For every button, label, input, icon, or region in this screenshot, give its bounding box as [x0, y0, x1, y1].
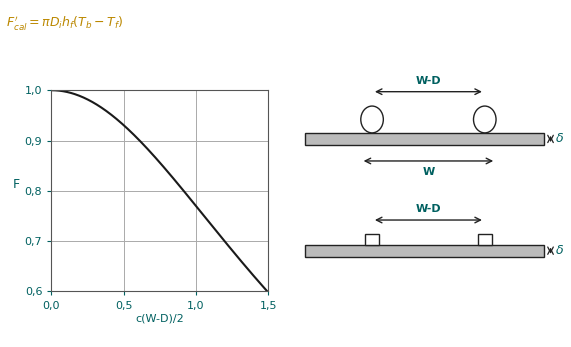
Bar [365, 234, 379, 245]
Circle shape [361, 106, 383, 133]
Bar [478, 234, 492, 245]
Text: W-D: W-D [416, 76, 441, 86]
Bar [305, 245, 544, 257]
Text: $\delta$: $\delta$ [554, 133, 564, 145]
Text: $\delta$: $\delta$ [554, 244, 564, 257]
Text: $\mathit{F}^{\prime}_{cal} = \pi D_i h_f (T_b - T_f)$: $\mathit{F}^{\prime}_{cal} = \pi D_i h_f… [6, 15, 123, 33]
X-axis label: c(W-D)/2: c(W-D)/2 [135, 313, 184, 323]
Y-axis label: F: F [13, 178, 20, 191]
Bar [305, 133, 544, 145]
Text: W: W [423, 167, 435, 177]
Circle shape [473, 106, 496, 133]
Text: W-D: W-D [416, 204, 441, 214]
